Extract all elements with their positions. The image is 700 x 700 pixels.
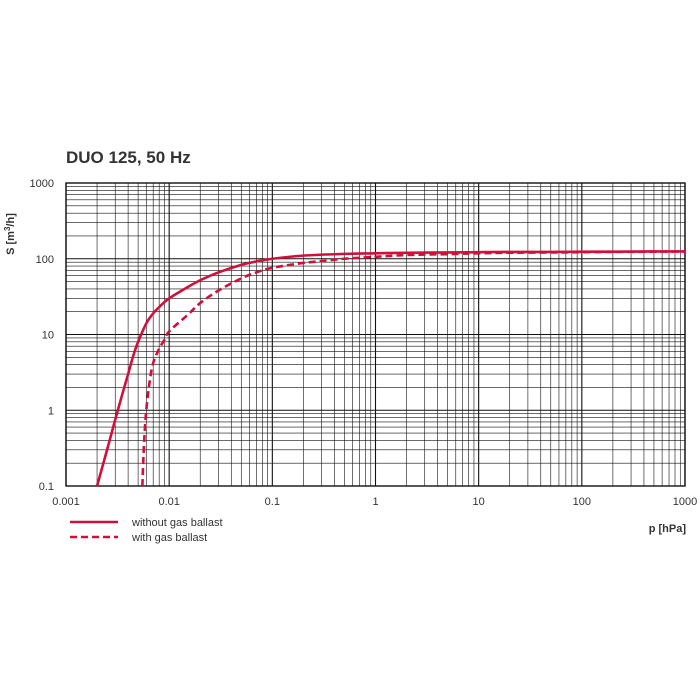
series-lines: [95, 250, 686, 487]
x-tick-label: 0.001: [52, 496, 80, 508]
y-tick-label: 0.1: [39, 481, 54, 493]
y-tick-label: 10: [42, 330, 54, 342]
y-axis-label-end: /h]: [5, 213, 17, 227]
plot-frame: [65, 182, 686, 487]
x-tick-label: 0.1: [265, 496, 280, 508]
x-tick-label: 100: [573, 496, 591, 508]
series-line-without-gas-ballast: [95, 250, 686, 487]
legend-label: with gas ballast: [131, 532, 207, 544]
y-axis-label-main: S [m: [5, 231, 17, 255]
legend-label: without gas ballast: [131, 517, 223, 529]
y-axis-label: S [m3/h]: [3, 213, 17, 255]
legend: without gas ballast with gas ballast: [70, 517, 223, 544]
x-tick-label: 0.01: [158, 496, 179, 508]
y-tick-labels: 0.1 1 10 100 1000: [30, 178, 54, 493]
y-tick-label: 1: [48, 405, 54, 417]
chart-title: DUO 125, 50 Hz: [66, 148, 191, 167]
x-axis-label: p [hPa]: [649, 523, 687, 535]
x-tick-label: 1000: [673, 496, 697, 508]
x-tick-label: 1: [372, 496, 378, 508]
x-tick-labels: 0.001 0.01 0.1 1 10 100 1000: [52, 496, 697, 508]
y-tick-label: 100: [36, 254, 54, 266]
x-tick-label: 10: [473, 496, 485, 508]
grid: [65, 182, 686, 487]
y-tick-label: 1000: [30, 178, 54, 190]
y-axis-label-sup: 3: [3, 226, 12, 231]
series-line-with-gas-ballast: [141, 250, 686, 487]
